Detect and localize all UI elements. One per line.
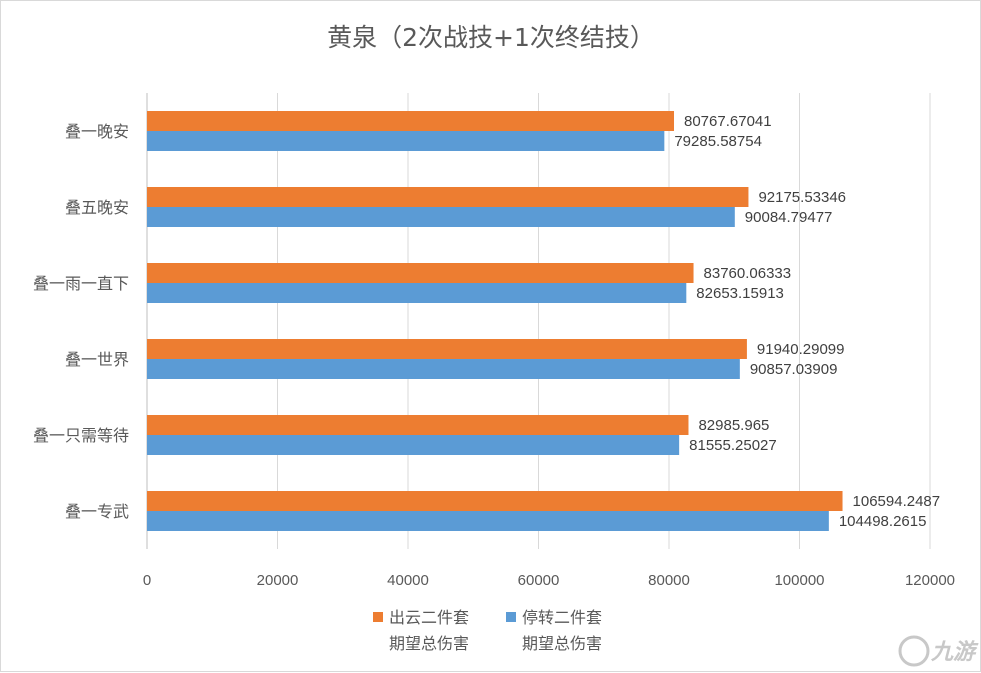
legend-label: 期望总伤害	[389, 634, 469, 653]
legend-swatch	[373, 612, 383, 622]
data-label: 82653.15913	[696, 285, 784, 302]
legend-label: 期望总伤害	[522, 634, 602, 653]
category-label: 叠一晚安	[65, 122, 129, 141]
x-tick-label: 120000	[905, 572, 955, 589]
bar-series-2	[147, 131, 665, 151]
watermark-text: 九游	[930, 640, 979, 665]
chart-title: 黄泉（2次战技+1次终结技）	[327, 23, 655, 52]
watermark-logo-icon	[898, 635, 930, 667]
bar-series-1	[147, 111, 675, 131]
data-label: 80767.67041	[684, 113, 772, 130]
data-labels: 80767.67041 79285.58754 92175.53346 90084.7…	[674, 113, 940, 530]
legend-label: 出云二件套	[389, 608, 469, 627]
legend-swatch	[506, 612, 516, 622]
data-label: 106594.2487	[853, 493, 941, 510]
data-label: 81555.25027	[689, 437, 777, 454]
bar-series-1	[147, 339, 747, 359]
legend-label: 停转二件套	[522, 608, 602, 627]
data-label: 83760.06333	[704, 265, 792, 282]
bar-series-1	[147, 491, 843, 511]
x-tick-label: 60000	[518, 572, 560, 589]
data-label: 104498.2615	[839, 513, 927, 530]
x-tick-label: 0	[143, 572, 151, 589]
bar-series-1	[147, 263, 694, 283]
category-label: 叠五晚安	[65, 198, 129, 217]
data-label: 82985.965	[698, 417, 769, 434]
category-label: 叠一专武	[65, 502, 129, 521]
bar-series-1	[147, 187, 749, 207]
bar-series-2	[147, 511, 829, 531]
category-label: 叠一雨一直下	[33, 274, 129, 293]
bar-series-2	[147, 359, 740, 379]
watermark: 九游	[898, 635, 979, 667]
grid-lines	[146, 93, 931, 549]
category-label: 叠一只需等待	[33, 426, 129, 445]
value-axis: 0 20000 40000 60000 80000 100000 120000	[143, 572, 955, 589]
bar-series-2	[147, 207, 735, 227]
x-tick-label: 20000	[257, 572, 299, 589]
bars	[147, 111, 843, 531]
bar-series-2	[147, 435, 680, 455]
data-label: 90857.03909	[750, 361, 838, 378]
data-label: 91940.29099	[757, 341, 845, 358]
data-label: 90084.79477	[745, 209, 833, 226]
data-label: 79285.58754	[674, 133, 762, 150]
x-tick-label: 100000	[774, 572, 824, 589]
data-label: 92175.53346	[758, 189, 846, 206]
x-tick-label: 40000	[387, 572, 429, 589]
bar-series-1	[147, 415, 689, 435]
x-tick-label: 80000	[648, 572, 690, 589]
category-label: 叠一世界	[65, 350, 129, 369]
bar-series-2	[147, 283, 687, 303]
